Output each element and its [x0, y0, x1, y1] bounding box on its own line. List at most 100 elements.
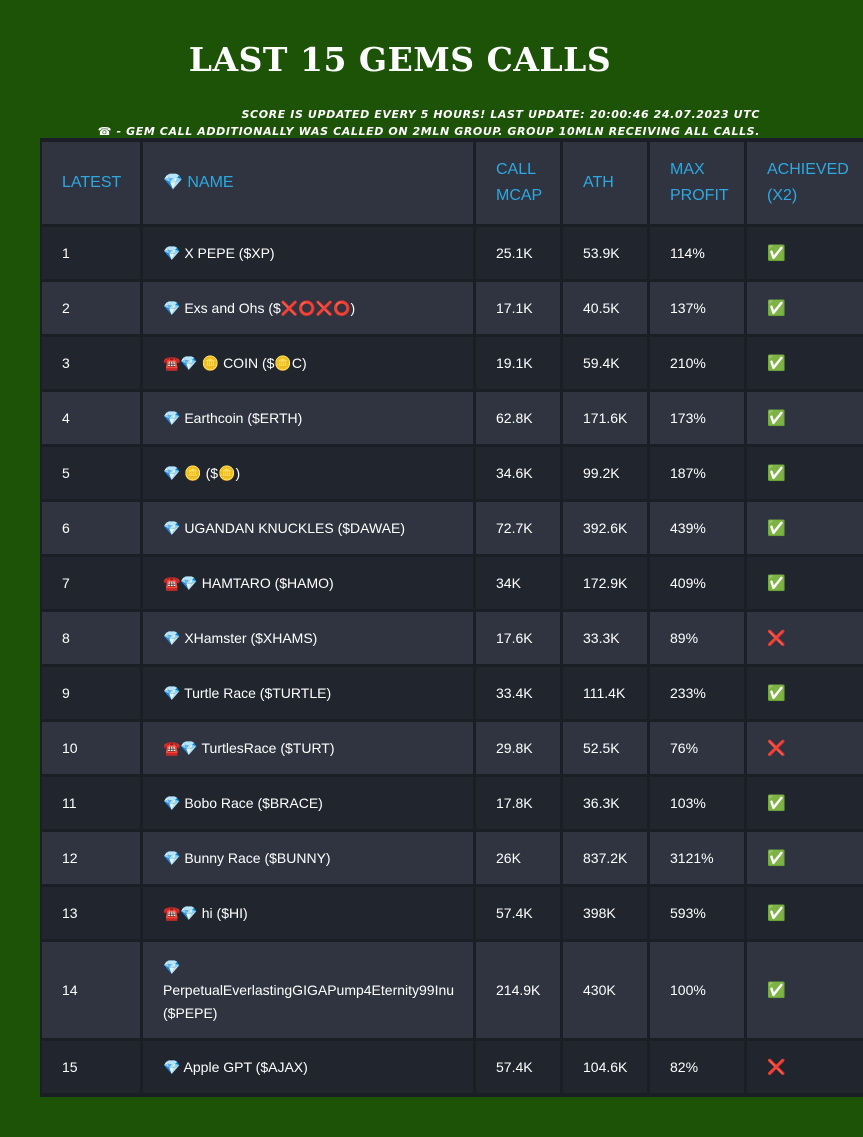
max-profit-cell: 233%: [650, 667, 744, 719]
ath-cell: 398K: [563, 887, 647, 939]
rank-cell: 2: [42, 282, 140, 334]
name-cell: 💎 X PEPE ($XP): [143, 227, 473, 279]
rank-cell: 5: [42, 447, 140, 499]
name-cell: 💎 Turtle Race ($TURTLE): [143, 667, 473, 719]
header-name: 💎 Name: [143, 142, 473, 224]
achieved-cell: ✅: [747, 557, 863, 609]
ath-cell: 430K: [563, 942, 647, 1038]
ath-cell: 104.6K: [563, 1041, 647, 1093]
call-mcap-cell: 57.4K: [476, 1041, 560, 1093]
call-mcap-cell: 34.6K: [476, 447, 560, 499]
ath-cell: 172.9K: [563, 557, 647, 609]
max-profit-cell: 82%: [650, 1041, 744, 1093]
max-profit-cell: 100%: [650, 942, 744, 1038]
rank-cell: 4: [42, 392, 140, 444]
update-notes: Score is updated every 5 hours! Last upd…: [98, 106, 760, 140]
max-profit-cell: 409%: [650, 557, 744, 609]
achieved-cell: ✅: [747, 777, 863, 829]
achieved-cell: ✅: [747, 392, 863, 444]
table-row: 5 💎 🪙 ($🪙) 34.6K 99.2K 187% ✅: [42, 447, 863, 499]
call-mcap-cell: 26K: [476, 832, 560, 884]
max-profit-cell: 210%: [650, 337, 744, 389]
call-mcap-cell: 17.8K: [476, 777, 560, 829]
rank-cell: 14: [42, 942, 140, 1038]
call-mcap-cell: 72.7K: [476, 502, 560, 554]
rank-cell: 6: [42, 502, 140, 554]
header-latest: Latest: [42, 142, 140, 224]
rank-cell: 11: [42, 777, 140, 829]
max-profit-cell: 137%: [650, 282, 744, 334]
rank-cell: 8: [42, 612, 140, 664]
page-title: LAST 15 GEMS CALLS: [188, 40, 612, 79]
table-row: 9 💎 Turtle Race ($TURTLE) 33.4K 111.4K 233% ✅: [42, 667, 863, 719]
achieved-cell: ✅: [747, 337, 863, 389]
ath-cell: 111.4K: [563, 667, 647, 719]
max-profit-cell: 173%: [650, 392, 744, 444]
table-row: 4 💎 Earthcoin ($ERTH) 62.8K 171.6K 173% ✅: [42, 392, 863, 444]
table-row: 7 ☎️💎 HAMTARO ($HAMO) 34K 172.9K 409% ✅: [42, 557, 863, 609]
gems-table-panel: Latest 💎 Name Call Mcap ATH Max Profit A…: [40, 138, 863, 1097]
name-cell: 💎 PerpetualEverlastingGIGAPump4Eternity9…: [143, 942, 473, 1038]
name-cell: ☎️💎 🪙 COIN ($🪙C): [143, 337, 473, 389]
rank-cell: 1: [42, 227, 140, 279]
call-mcap-cell: 34K: [476, 557, 560, 609]
table-header-row: Latest 💎 Name Call Mcap ATH Max Profit A…: [42, 142, 863, 224]
achieved-cell: ✅: [747, 227, 863, 279]
rank-cell: 13: [42, 887, 140, 939]
header-call-mcap: Call Mcap: [476, 142, 560, 224]
table-row: 1 💎 X PEPE ($XP) 25.1K 53.9K 114% ✅: [42, 227, 863, 279]
achieved-cell: ✅: [747, 887, 863, 939]
table-row: 14 💎 PerpetualEverlastingGIGAPump4Eternit…: [42, 942, 863, 1038]
call-mcap-cell: 17.6K: [476, 612, 560, 664]
max-profit-cell: 439%: [650, 502, 744, 554]
name-cell: 💎 Earthcoin ($ERTH): [143, 392, 473, 444]
name-cell: 💎 Exs and Ohs ($❌⭕❌⭕): [143, 282, 473, 334]
rank-cell: 7: [42, 557, 140, 609]
max-profit-cell: 89%: [650, 612, 744, 664]
ath-cell: 33.3K: [563, 612, 647, 664]
achieved-cell: ✅: [747, 447, 863, 499]
rank-cell: 9: [42, 667, 140, 719]
max-profit-cell: 3121%: [650, 832, 744, 884]
ath-cell: 99.2K: [563, 447, 647, 499]
achieved-cell: ❌: [747, 1041, 863, 1093]
call-mcap-cell: 29.8K: [476, 722, 560, 774]
max-profit-cell: 103%: [650, 777, 744, 829]
ath-cell: 59.4K: [563, 337, 647, 389]
table-row: 2 💎 Exs and Ohs ($❌⭕❌⭕) 17.1K 40.5K 137% ✅: [42, 282, 863, 334]
table-row: 3 ☎️💎 🪙 COIN ($🪙C) 19.1K 59.4K 210% ✅: [42, 337, 863, 389]
call-note: ☎ - GEM call additionally was called on …: [97, 125, 760, 138]
call-mcap-cell: 25.1K: [476, 227, 560, 279]
name-cell: ☎️💎 TurtlesRace ($TURT): [143, 722, 473, 774]
name-cell: 💎 Bobo Race ($BRACE): [143, 777, 473, 829]
ath-cell: 53.9K: [563, 227, 647, 279]
name-cell: 💎 Apple GPT ($AJAX): [143, 1041, 473, 1093]
table-row: 10 ☎️💎 TurtlesRace ($TURT) 29.8K 52.5K 76% ❌: [42, 722, 863, 774]
ath-cell: 36.3K: [563, 777, 647, 829]
call-mcap-cell: 17.1K: [476, 282, 560, 334]
ath-cell: 171.6K: [563, 392, 647, 444]
call-mcap-cell: 62.8K: [476, 392, 560, 444]
gems-calls-table: Latest 💎 Name Call Mcap ATH Max Profit A…: [39, 139, 863, 1096]
rank-cell: 10: [42, 722, 140, 774]
achieved-cell: ✅: [747, 667, 863, 719]
header-achieved: Achieved (x2): [747, 142, 863, 224]
name-cell: 💎 XHamster ($XHAMS): [143, 612, 473, 664]
achieved-cell: ❌: [747, 612, 863, 664]
ath-cell: 392.6K: [563, 502, 647, 554]
header-max-profit: Max Profit: [650, 142, 744, 224]
call-mcap-cell: 19.1K: [476, 337, 560, 389]
name-cell: ☎️💎 hi ($HI): [143, 887, 473, 939]
max-profit-cell: 114%: [650, 227, 744, 279]
max-profit-cell: 76%: [650, 722, 744, 774]
achieved-cell: ✅: [747, 832, 863, 884]
table-row: 11 💎 Bobo Race ($BRACE) 17.8K 36.3K 103% ✅: [42, 777, 863, 829]
header-ath: ATH: [563, 142, 647, 224]
table-row: 15 💎 Apple GPT ($AJAX) 57.4K 104.6K 82% ❌: [42, 1041, 863, 1093]
table-row: 8 💎 XHamster ($XHAMS) 17.6K 33.3K 89% ❌: [42, 612, 863, 664]
name-cell: 💎 🪙 ($🪙): [143, 447, 473, 499]
ath-cell: 837.2K: [563, 832, 647, 884]
max-profit-cell: 593%: [650, 887, 744, 939]
achieved-cell: ✅: [747, 282, 863, 334]
achieved-cell: ✅: [747, 942, 863, 1038]
